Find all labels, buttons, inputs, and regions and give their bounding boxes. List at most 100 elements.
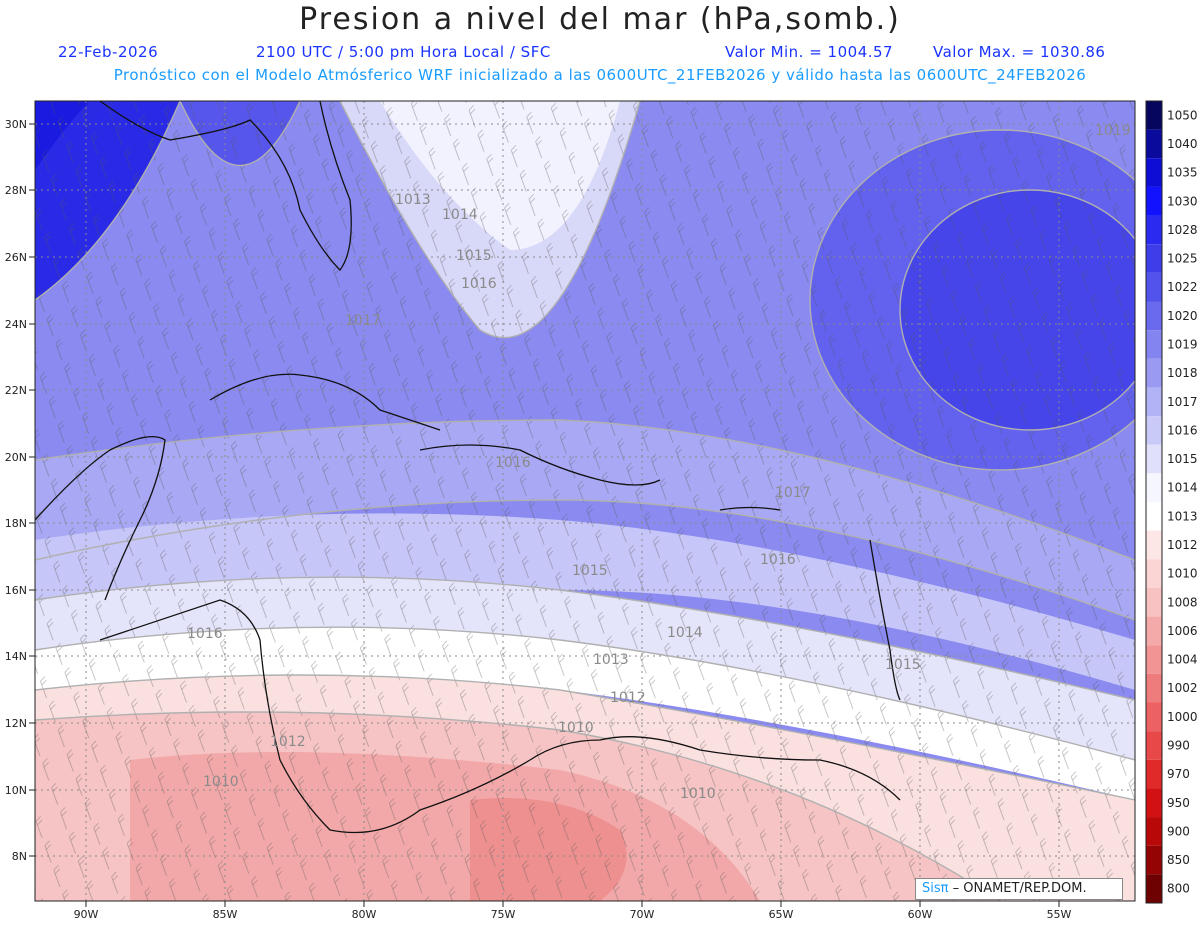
colorbar-label: 1002 xyxy=(1167,681,1198,695)
min-value: Valor Min. = 1004.57 xyxy=(725,43,894,61)
lon-label: 55W xyxy=(1047,908,1072,921)
lat-label: 8N xyxy=(12,850,27,863)
forecast-time: 2100 UTC / 5:00 pm Hora Local / SFC xyxy=(256,43,551,61)
isobar-label: 1017 xyxy=(345,313,381,329)
lon-label: 65W xyxy=(769,908,794,921)
yucatan-coast xyxy=(35,436,166,601)
isobar-label: 1014 xyxy=(667,625,703,641)
colorbar-label: 1020 xyxy=(1167,309,1198,323)
cuba-coast xyxy=(209,373,441,431)
lat-label: 24N xyxy=(5,318,27,331)
colorbar-swatch xyxy=(1146,416,1162,445)
colorbar-label: 1025 xyxy=(1167,252,1198,266)
colorbar-swatch xyxy=(1146,215,1162,245)
lesser-antilles xyxy=(869,539,901,701)
colorbar-label: 1050 xyxy=(1167,108,1198,122)
colorbar-label: 850 xyxy=(1167,853,1190,867)
colorbar-swatch xyxy=(1146,788,1162,818)
isobar-label: 1016 xyxy=(461,276,497,292)
isobar-label: 1015 xyxy=(885,657,921,673)
colorbar-label: 1019 xyxy=(1167,337,1198,351)
lon-label: 90W xyxy=(74,908,99,921)
lon-label: 75W xyxy=(491,908,516,921)
colorbar-label: 990 xyxy=(1167,738,1190,752)
isobar-label: 1019 xyxy=(1095,123,1131,139)
lon-label: 60W xyxy=(908,908,933,921)
colorbar-label: 800 xyxy=(1167,882,1190,896)
lat-label: 22N xyxy=(5,384,27,397)
lat-label: 14N xyxy=(5,650,27,663)
colorbar-label: 1016 xyxy=(1167,423,1198,437)
lat-label: 26N xyxy=(5,251,27,264)
colorbar-swatch xyxy=(1146,845,1162,875)
colorbar-label: 1018 xyxy=(1167,366,1198,380)
puerto-rico-coast xyxy=(719,506,781,511)
colorbar-label: 1015 xyxy=(1167,452,1198,466)
colorbar-swatch xyxy=(1146,101,1162,130)
colorbar-swatch xyxy=(1146,330,1162,359)
colorbar-label: 1028 xyxy=(1167,223,1198,237)
lon-label: 85W xyxy=(213,908,238,921)
isobar-label: 1013 xyxy=(395,192,431,208)
colorbar-label: 1006 xyxy=(1167,624,1198,638)
lat-label: 30N xyxy=(5,118,27,131)
colorbar-swatch xyxy=(1146,645,1162,674)
colorbar-label: 950 xyxy=(1167,796,1190,810)
isobar-label: 1010 xyxy=(558,720,594,736)
lat-lon-grid xyxy=(35,101,1135,901)
colorbar-label: 1012 xyxy=(1167,538,1198,552)
isobar-label: 1015 xyxy=(456,248,492,264)
colorbar-swatch xyxy=(1146,186,1162,216)
isobar-label: 1013 xyxy=(593,652,629,668)
colorbar-swatch xyxy=(1146,129,1162,159)
colorbar-label: 970 xyxy=(1167,767,1190,781)
colorbar-swatch xyxy=(1146,358,1162,388)
colorbar-swatch xyxy=(1146,473,1162,502)
colorbar-swatch xyxy=(1146,559,1162,588)
sispi-logo: Sisπ xyxy=(922,881,949,896)
isobar-label: 1016 xyxy=(495,455,531,471)
colorbar-swatch xyxy=(1146,272,1162,302)
lat-label: 16N xyxy=(5,584,27,597)
lat-label: 28N xyxy=(5,184,27,197)
central-america-coast xyxy=(99,599,531,834)
colorbar-swatch xyxy=(1146,731,1162,760)
colorbar-label: 1040 xyxy=(1167,137,1198,151)
coastlines xyxy=(35,101,901,834)
max-value: Valor Max. = 1030.86 xyxy=(933,43,1106,61)
isobar-label: 1012 xyxy=(270,734,306,750)
colorbar-label: 1014 xyxy=(1167,481,1198,495)
isobar-labels: 1013 1014 1015 1016 1017 1016 1017 1016 … xyxy=(187,123,1131,802)
latitude-labels: 30N 28N 26N 24N 22N 20N 18N 16N 14N 12N … xyxy=(5,118,35,863)
south-america-coast xyxy=(529,736,901,801)
longitude-labels: 90W 85W 80W 75W 70W 65W 60W 55W xyxy=(74,901,1072,921)
colorbar-label: 1035 xyxy=(1167,166,1198,180)
lat-label: 12N xyxy=(5,717,27,730)
colorbar-swatch xyxy=(1146,817,1162,846)
map-frame xyxy=(34,100,1136,902)
lat-label: 20N xyxy=(5,451,27,464)
isobar-lines xyxy=(35,101,1135,901)
colorbar-frame xyxy=(1145,100,1163,904)
forecast-note: Pronóstico con el Modelo Atmósferico WRF… xyxy=(113,66,1087,84)
colorbar-swatch xyxy=(1146,702,1162,732)
colorbar-swatch xyxy=(1146,530,1162,560)
map-title: Presion a nivel del mar (hPa,somb.) xyxy=(299,2,901,37)
colorbar-label: 1000 xyxy=(1167,710,1198,724)
isobar-label: 1017 xyxy=(775,485,811,501)
colorbar-label: 1022 xyxy=(1167,280,1198,294)
colorbar-swatch xyxy=(1146,502,1162,531)
colorbar-label: 1013 xyxy=(1167,509,1198,523)
colorbar-swatch xyxy=(1146,587,1162,617)
colorbar-label: 1017 xyxy=(1167,395,1198,409)
colorbar-swatch xyxy=(1146,301,1162,331)
colorbar-label: 1008 xyxy=(1167,595,1198,609)
colorbar-swatch xyxy=(1146,616,1162,646)
colorbar-label: 1030 xyxy=(1167,194,1198,208)
colorbar-swatch xyxy=(1146,874,1162,903)
source-org: – ONAMET/REP.DOM. xyxy=(948,881,1087,896)
map-plot-area: 1013 1014 1015 1016 1017 1016 1017 1016 … xyxy=(35,101,1135,901)
lat-label: 18N xyxy=(5,517,27,530)
isobar-label: 1012 xyxy=(610,690,646,706)
